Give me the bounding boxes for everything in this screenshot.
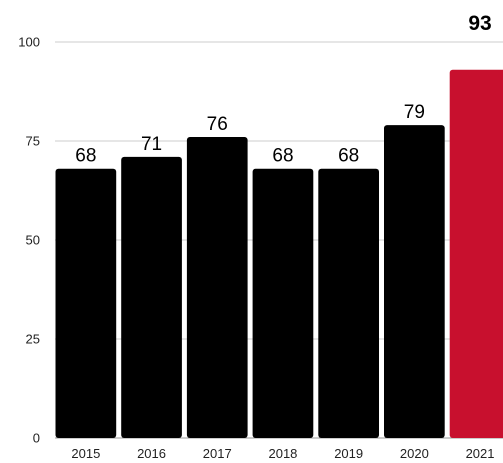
x-tick-label-2018: 2018 [268, 446, 297, 461]
y-tick-label: 50 [26, 233, 40, 248]
data-label-2018: 68 [272, 146, 293, 167]
data-label-2016: 71 [141, 134, 162, 155]
bars [55, 69, 503, 439]
x-tick-label-2019: 2019 [334, 446, 363, 461]
y-tick-label: 75 [26, 134, 40, 149]
data-labels: 68 71 76 68 68 79 93 [75, 12, 491, 167]
x-tick-label-2020: 2020 [400, 446, 429, 461]
data-label-2019: 68 [338, 146, 359, 167]
bar-2016 [121, 156, 182, 438]
data-label-2015: 68 [75, 146, 96, 167]
bar-2019 [318, 168, 379, 438]
x-tick-label-2015: 2015 [71, 446, 100, 461]
y-axis-tick-labels: 0 25 50 75 100 [18, 35, 40, 446]
bar-2015 [55, 168, 117, 438]
bar-2018 [252, 168, 314, 438]
y-tick-label: 0 [33, 431, 40, 446]
x-axis-tick-labels: 2015 2016 2017 2018 2019 2020 2021 [71, 446, 494, 461]
x-tick-label-2017: 2017 [203, 446, 232, 461]
data-label-2020: 79 [404, 102, 425, 123]
y-tick-label: 25 [26, 332, 40, 347]
data-label-2021: 93 [468, 12, 491, 35]
x-tick-label-2016: 2016 [137, 446, 166, 461]
x-tick-label-2021: 2021 [466, 446, 495, 461]
bar-2020 [384, 125, 445, 438]
data-label-2017: 76 [207, 114, 228, 135]
bar-2021 [449, 69, 503, 438]
bar-2017 [186, 137, 248, 439]
y-tick-label: 100 [18, 35, 40, 50]
